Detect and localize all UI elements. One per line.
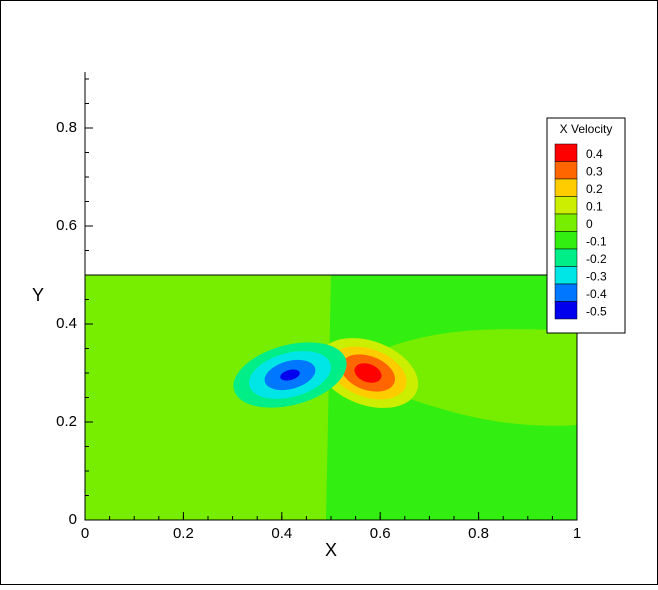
x-tick-label: 0.4 — [271, 525, 292, 542]
legend-swatch — [554, 213, 578, 232]
axes: 0 0.2 0.4 0.6 0.8 1 0 0.2 0.4 0.6 0.8 — [56, 72, 581, 542]
legend-swatch — [554, 266, 578, 285]
legend-swatch — [554, 196, 578, 215]
legend-label: -0.4 — [586, 287, 607, 301]
legend-label: -0.2 — [586, 252, 607, 266]
legend-swatch — [554, 248, 578, 267]
x-tick-label: 0.2 — [173, 525, 194, 542]
contour-region — [280, 369, 300, 381]
y-tick-label: 0.4 — [56, 315, 77, 332]
legend-label: -0.3 — [586, 270, 607, 284]
legend-label: 0 — [586, 217, 593, 231]
y-tick-label: 0 — [69, 511, 77, 528]
x-axis-label: X — [325, 540, 337, 560]
legend-label: -0.1 — [586, 235, 607, 249]
x-tick-label: 0.8 — [468, 525, 489, 542]
legend-label: 0.2 — [586, 182, 603, 196]
legend-title: X Velocity — [560, 122, 613, 136]
y-tick-label: 0.2 — [56, 413, 77, 430]
contour-region — [354, 363, 382, 383]
legend-label: -0.5 — [586, 305, 607, 319]
legend-swatch — [554, 161, 578, 180]
y-tick-label: 0.8 — [56, 119, 77, 136]
x-tick-label: 1 — [573, 525, 581, 542]
legend-label: 0.3 — [586, 165, 603, 179]
x-tick-label: 0 — [81, 525, 89, 542]
legend-swatch — [554, 143, 578, 162]
y-axis-label: Y — [32, 285, 44, 305]
contour-field — [84, 274, 578, 521]
legend-swatch — [554, 231, 578, 250]
legend-swatch — [554, 283, 578, 302]
legend-label: 0.4 — [586, 147, 603, 161]
legend-label: 0.1 — [586, 200, 603, 214]
x-tick-label: 0.6 — [370, 525, 391, 542]
legend-swatch — [554, 178, 578, 197]
legend-swatch — [554, 301, 578, 320]
legend: X Velocity 0.4 0.3 0.2 0.1 0 -0.1 -0.2 -0.3 -0.4… — [546, 117, 626, 334]
contour-region — [326, 275, 577, 520]
y-tick-label: 0.6 — [56, 217, 77, 234]
